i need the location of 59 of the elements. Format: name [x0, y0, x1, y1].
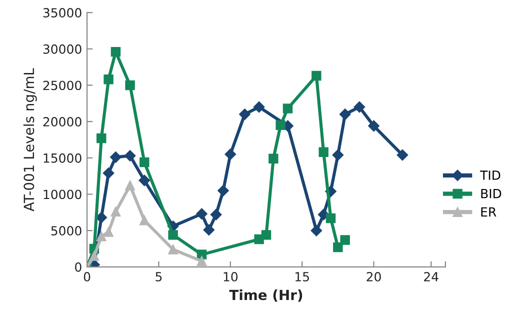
point	[310, 224, 322, 236]
point	[261, 230, 272, 240]
y-tick-label: 0	[75, 262, 82, 272]
point	[203, 224, 214, 236]
point	[318, 147, 328, 157]
legend-label: TID	[480, 170, 500, 180]
point	[210, 208, 222, 220]
x-tick-label: 20	[366, 272, 381, 282]
point	[102, 168, 114, 179]
point	[96, 232, 106, 242]
point	[104, 74, 114, 84]
point	[125, 80, 135, 90]
y-tick-label: 25000	[43, 80, 82, 90]
x-tick-label: 10	[224, 272, 238, 282]
point	[196, 256, 207, 266]
point	[368, 120, 380, 132]
point	[340, 235, 350, 245]
point	[110, 206, 121, 217]
point	[140, 216, 150, 226]
x-axis-title: Time (Hr)	[229, 289, 302, 302]
x-tick-label: 24	[424, 272, 438, 282]
point	[312, 70, 322, 81]
y-tick-label: 30000	[43, 44, 82, 54]
x-tick-label: 5	[156, 272, 162, 282]
y-axis-title: AT-001 Levels ng/mL	[23, 68, 37, 212]
y-tick-label: 5000	[51, 226, 82, 236]
legend-label: BID	[481, 189, 502, 198]
point	[396, 149, 408, 161]
point	[89, 251, 100, 261]
point	[140, 157, 150, 168]
point	[124, 150, 136, 162]
y-tick-label: 15000	[44, 153, 82, 163]
point	[268, 154, 278, 164]
point	[218, 184, 229, 196]
point	[104, 227, 114, 237]
point	[224, 148, 236, 160]
point	[333, 242, 343, 252]
point	[339, 108, 351, 120]
y-tick-label: 35000	[43, 8, 82, 18]
point	[110, 152, 122, 163]
point	[168, 244, 178, 254]
point	[96, 133, 106, 144]
point	[282, 104, 293, 114]
point	[110, 46, 121, 57]
point	[253, 101, 265, 113]
point	[332, 149, 344, 161]
point	[168, 230, 178, 240]
point	[125, 180, 135, 190]
legend-label: ER	[481, 207, 496, 216]
y-tick-label: 10000	[44, 190, 82, 200]
point	[196, 208, 208, 220]
point	[326, 213, 336, 224]
point	[276, 120, 286, 130]
point	[138, 174, 150, 186]
y-tick-label: 20000	[43, 117, 82, 126]
x-tick-label: 0	[84, 272, 90, 282]
point	[354, 101, 366, 113]
point	[239, 108, 250, 120]
x-tick-label: 15	[296, 272, 309, 282]
